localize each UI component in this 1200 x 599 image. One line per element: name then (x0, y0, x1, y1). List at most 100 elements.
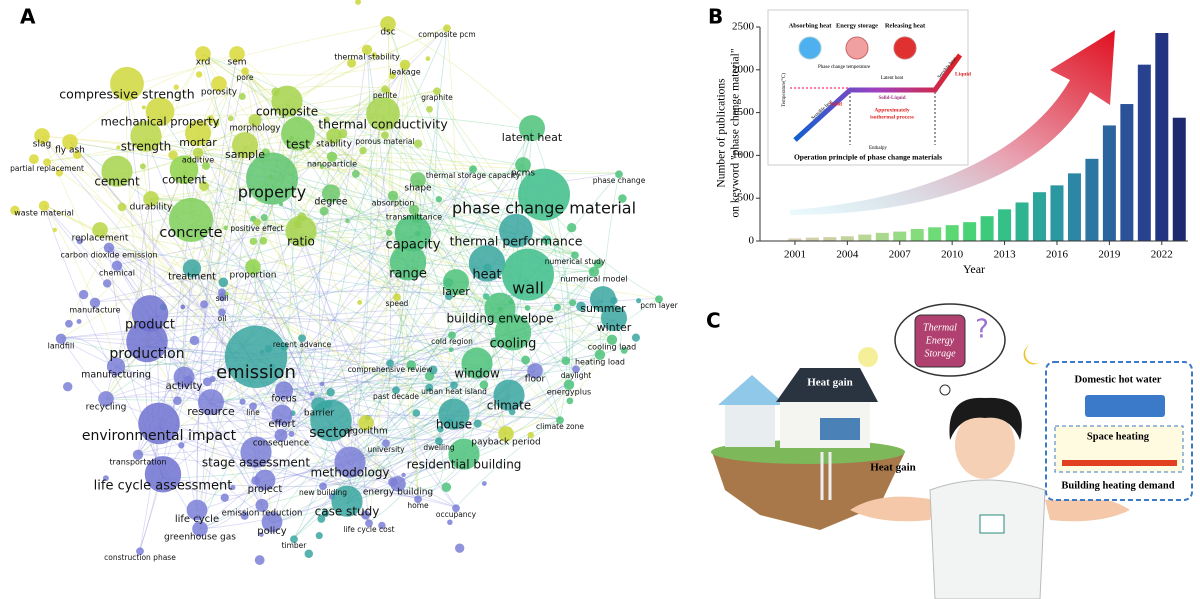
network-dot (347, 58, 357, 68)
network-edge (202, 53, 320, 406)
network-node (310, 399, 352, 442)
network-node (192, 521, 208, 537)
hair (949, 397, 1022, 440)
network-edge (115, 266, 254, 368)
network-dot (139, 163, 146, 170)
x-tick-label: 2019 (1098, 249, 1121, 261)
node-label: winter (597, 321, 632, 334)
network-dot (173, 396, 182, 405)
network-dot (55, 169, 63, 177)
network-node (326, 151, 338, 162)
y-tick-label: 2000 (732, 63, 755, 75)
node-label: cooling (490, 337, 537, 352)
node-label: numerical model (560, 275, 627, 284)
icon (798, 36, 822, 60)
network-dot (202, 377, 212, 387)
network-node (443, 24, 451, 33)
network-dot (620, 346, 628, 354)
network-dot (230, 484, 236, 491)
network-dot (209, 376, 216, 383)
network-edge (264, 383, 570, 482)
network-node (389, 244, 427, 281)
network-dot (455, 543, 465, 553)
network-dot (428, 365, 438, 375)
network-edge (244, 69, 398, 297)
node-label: pcm layer (640, 301, 678, 310)
node-label: slag (33, 140, 51, 150)
network-edge (256, 218, 517, 235)
network-node (38, 200, 50, 211)
network-edge (322, 383, 455, 486)
network-dot (240, 511, 249, 520)
network-edge (280, 265, 409, 436)
network-edge (599, 172, 620, 355)
node-label: strength (121, 140, 172, 154)
inset-text: Releasing heat (885, 22, 926, 29)
network-edge (105, 398, 324, 486)
network-dot (576, 301, 586, 312)
network-dot (227, 115, 234, 122)
network-edge (375, 116, 398, 297)
network-dot (355, 0, 361, 5)
badge (979, 514, 1005, 534)
network-edge (197, 134, 440, 441)
label: Thermal (923, 322, 957, 333)
inset: Absorbing heat Energy storage Releasing … (767, 9, 971, 166)
network-edge (183, 146, 246, 379)
label: Heat gain (807, 377, 853, 389)
network-edge (145, 138, 488, 268)
node-label: occupancy (436, 510, 477, 519)
node-label: line (246, 408, 260, 417)
network-node (366, 96, 400, 131)
network-edge (60, 337, 283, 417)
network-dot (180, 304, 186, 310)
network-dot (473, 419, 482, 428)
network-node (103, 242, 115, 253)
network-labels: dsc composite pcm thermal stability xrd sem l… (10, 28, 679, 563)
network-node (433, 87, 441, 96)
network-edge (60, 63, 406, 339)
network-edge (261, 383, 455, 506)
bar (893, 231, 907, 241)
node-label: porosity (201, 88, 238, 98)
inset-text: Solid (830, 101, 842, 107)
network-edge (43, 204, 223, 312)
network-edge (46, 160, 507, 435)
inset-text: Phase change temperature (818, 65, 871, 70)
network-node (331, 485, 363, 517)
window (820, 418, 860, 440)
network-node (606, 334, 618, 345)
network-node (410, 172, 426, 188)
network-dot (444, 292, 453, 301)
node-label: case study (315, 505, 380, 519)
node-label: energyplus (547, 388, 591, 397)
node-label: thermal performance (450, 234, 583, 249)
network-edge (105, 164, 524, 400)
network-edge (116, 173, 453, 335)
node-label: methodology (310, 466, 389, 480)
node-label: production (109, 346, 184, 362)
bar (1172, 117, 1186, 241)
network-node (111, 260, 123, 271)
node-label: university (367, 445, 405, 454)
x-tick-label: 2004 (836, 249, 859, 261)
network-dot (389, 72, 396, 80)
network-edge (271, 418, 561, 524)
node-label: graphite (421, 93, 453, 102)
network-edge (319, 135, 335, 426)
label: Domestic hot water (1075, 374, 1162, 385)
network-node (493, 379, 525, 411)
node-label: composite (256, 105, 318, 119)
network-edge (368, 23, 391, 523)
network-node (594, 349, 606, 360)
node-label: absorption (372, 199, 415, 208)
network-edge (463, 319, 615, 458)
network-dot (206, 115, 215, 124)
network-edge (145, 138, 517, 235)
network-node (527, 363, 543, 379)
network-dot (567, 222, 577, 233)
network-edge (271, 167, 474, 524)
node-label: life cycle cost (343, 525, 394, 534)
node-label: phase change material (452, 199, 636, 218)
network-edge (286, 103, 595, 272)
